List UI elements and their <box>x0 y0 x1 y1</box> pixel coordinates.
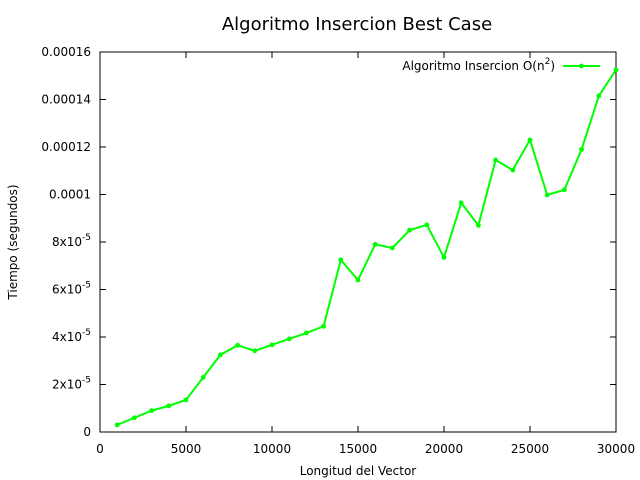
y-tick-label-exponent: -5 <box>82 233 91 243</box>
chart-title: Algoritmo Insercion Best Case <box>222 14 492 35</box>
legend-label: Algoritmo Insercion O(n2) <box>402 57 555 73</box>
data-point <box>114 422 120 428</box>
y-tick-label-base: 0 <box>83 425 91 439</box>
data-point <box>613 67 619 73</box>
data-point <box>596 93 602 99</box>
data-point <box>218 352 223 358</box>
x-tick-label: 15000 <box>339 442 377 456</box>
y-tick-label-exponent: -5 <box>82 376 91 386</box>
y-tick-label-base: 0.0001 <box>49 188 91 202</box>
data-point <box>390 245 395 251</box>
data-point <box>527 137 533 143</box>
data-point <box>493 157 498 163</box>
data-point <box>441 255 447 260</box>
y-tick-label: 4x10-5 <box>52 328 91 344</box>
data-point <box>149 408 155 414</box>
data-point <box>183 397 189 403</box>
y-tick-label: 2x10-5 <box>52 376 91 392</box>
data-point <box>355 277 361 283</box>
y-tick-label-base: 4x10 <box>52 330 82 344</box>
data-point <box>321 323 326 329</box>
y-tick-label-base: 8x10 <box>52 235 82 249</box>
data-point <box>338 257 344 263</box>
x-tick-label: 10000 <box>253 442 291 456</box>
data-point <box>235 342 241 348</box>
y-tick-label: 0.00014 <box>41 93 91 107</box>
y-tick-label: 8x10-5 <box>52 233 91 249</box>
y-tick-label-exponent: -5 <box>82 281 91 291</box>
x-tick-label: 30000 <box>597 442 635 456</box>
data-point <box>476 222 481 228</box>
data-point <box>407 227 412 233</box>
y-axis-label: Tiempo (segundos) <box>6 184 20 300</box>
data-point <box>562 187 567 193</box>
data-point <box>579 146 584 152</box>
data-point <box>286 336 292 342</box>
y-tick-label: 0 <box>83 425 91 439</box>
data-point <box>544 192 550 198</box>
x-tick-label: 5000 <box>171 442 202 456</box>
y-tick-label: 0.00012 <box>41 140 91 154</box>
plot-frame <box>99 51 617 433</box>
data-point <box>269 342 275 348</box>
legend-label-suffix: ) <box>550 59 555 73</box>
x-tick-label: 0 <box>96 442 104 456</box>
data-point <box>372 241 378 247</box>
legend-label-exponent: 2 <box>545 57 551 67</box>
data-point <box>252 348 258 354</box>
y-tick-label-base: 0.00014 <box>41 93 91 107</box>
data-point <box>510 167 516 173</box>
y-tick-label: 6x10-5 <box>52 281 91 297</box>
y-tick-label-exponent: -5 <box>82 328 91 338</box>
data-point <box>424 222 430 228</box>
data-point <box>200 374 206 380</box>
data-point <box>304 330 309 336</box>
data-point <box>132 415 137 421</box>
legend-marker <box>579 63 584 69</box>
series-line <box>116 69 617 426</box>
y-tick-label-base: 0.00016 <box>41 45 91 59</box>
x-tick-label: 20000 <box>425 442 463 456</box>
legend-label-name: Algoritmo Insercion O(n <box>402 59 544 73</box>
y-tick-label: 0.00016 <box>41 45 91 59</box>
data-point <box>458 200 464 206</box>
y-tick-label-base: 2x10 <box>52 378 82 392</box>
data-point <box>166 403 172 409</box>
y-tick-label-base: 6x10 <box>52 283 82 297</box>
plot-area: 0 5000 10000 15000 20000 25000 3000002x10-54x1… <box>41 45 635 456</box>
y-tick-label: 0.0001 <box>49 188 91 202</box>
y-tick-label-base: 0.00012 <box>41 140 91 154</box>
x-tick-label: 25000 <box>511 442 549 456</box>
x-axis-label: Longitud del Vector <box>300 464 417 478</box>
